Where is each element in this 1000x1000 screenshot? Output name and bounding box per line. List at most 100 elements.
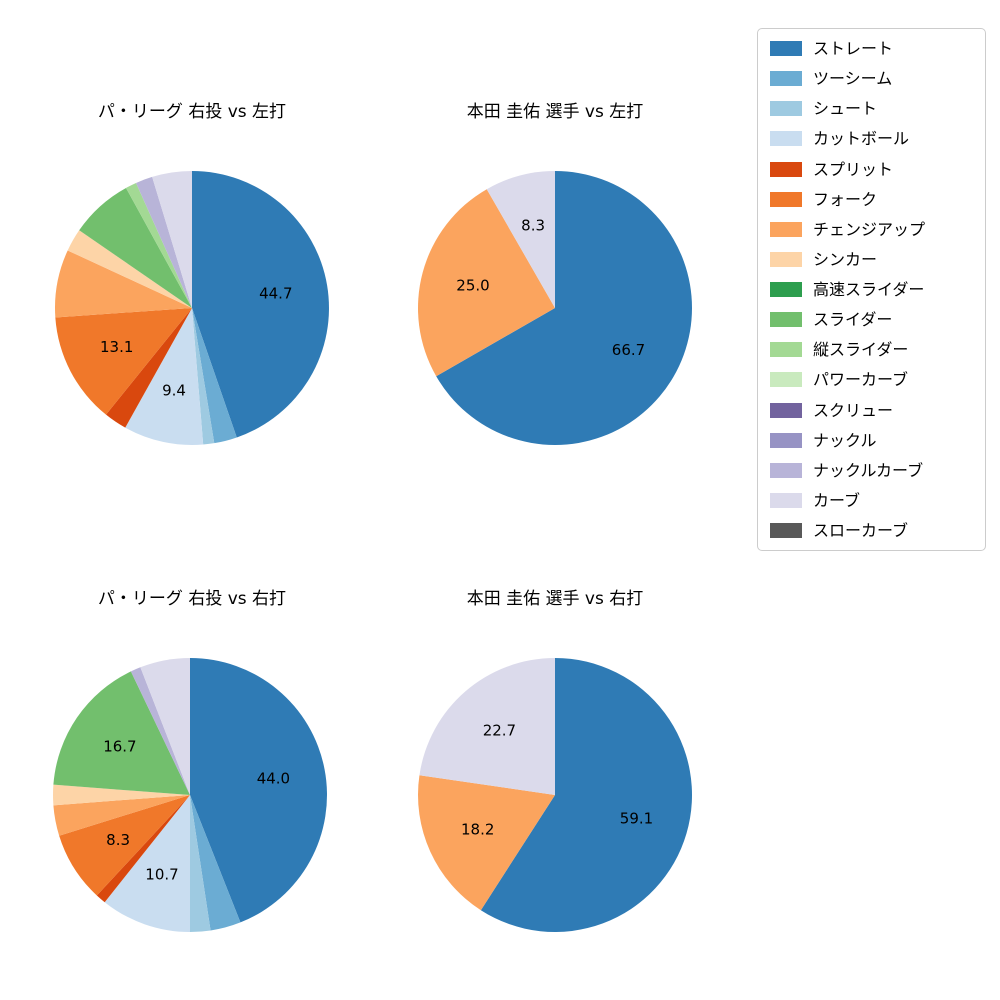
pie-slice xyxy=(67,230,192,308)
slice-percentage-label: 16.7 xyxy=(103,738,136,756)
legend-label: カットボール xyxy=(813,129,910,149)
slice-percentage-label: 66.7 xyxy=(612,341,645,359)
legend-swatch xyxy=(770,432,802,448)
pie-chart-honda-vs-right: 59.1 18.2 22.7 xyxy=(418,658,693,932)
legend-label: チェンジアップ xyxy=(813,219,926,239)
legend-item: 高速スライダー xyxy=(770,281,973,298)
pie-slice xyxy=(140,658,190,795)
legend-item: スプリット xyxy=(770,161,973,178)
legend-label: ナックルカーブ xyxy=(813,460,924,480)
legend-label: スクリュー xyxy=(813,400,894,420)
legend-item: パワーカーブ xyxy=(770,371,973,388)
pie-slice xyxy=(192,308,237,444)
pie-slice xyxy=(190,795,241,931)
pie-slice xyxy=(436,171,692,445)
legend-item: カーブ xyxy=(770,492,973,509)
legend-swatch xyxy=(770,312,802,328)
legend-swatch xyxy=(770,523,802,538)
pie-slice xyxy=(79,187,192,308)
slice-percentage-label: 13.1 xyxy=(100,338,133,356)
slice-percentage-label: 25.0 xyxy=(456,276,489,294)
legend-label: カーブ xyxy=(813,490,861,510)
pie-chart-pa-right-vs-left: 44.7 9.4 13.1 xyxy=(55,171,329,445)
legend-swatch xyxy=(770,131,802,147)
legend-item: スライダー xyxy=(770,311,973,328)
legend-item: シュート xyxy=(770,100,973,117)
legend: ストレートツーシームシュートカットボール スプリットフォークチェンジアップ シンカー… xyxy=(757,28,986,551)
legend-swatch xyxy=(770,41,802,56)
slice-percentage-label: 10.7 xyxy=(145,866,178,884)
chart-title-pa-right-vs-left: パ・リーグ 右投 vs 左打 xyxy=(97,102,287,122)
legend-item: ストレート xyxy=(770,40,973,57)
pie-chart-pa-right-vs-right: 44.0 10.7 8.3 16.7 xyxy=(53,658,327,932)
pie-slice xyxy=(55,308,192,415)
pie-slice xyxy=(419,658,555,795)
pie-slice xyxy=(190,658,327,923)
legend-label: スプリット xyxy=(813,159,894,179)
legend-label: ナックル xyxy=(813,430,877,450)
legend-item: ナックルカーブ xyxy=(770,462,973,479)
pie-slice xyxy=(192,308,215,445)
legend-swatch xyxy=(770,221,802,237)
legend-swatch xyxy=(770,101,802,117)
pie-slice xyxy=(125,308,204,445)
legend-item: チェンジアップ xyxy=(770,221,973,238)
legend-item: シンカー xyxy=(770,251,973,268)
pie-slice xyxy=(53,784,190,806)
pie-slice xyxy=(418,775,555,911)
pie-slice xyxy=(53,795,190,836)
legend-label: シュート xyxy=(813,99,878,119)
legend-label: シンカー xyxy=(813,249,878,269)
legend-item: フォーク xyxy=(770,191,973,208)
legend-swatch xyxy=(770,71,802,87)
slice-percentage-label: 59.1 xyxy=(620,810,653,828)
pie-slice xyxy=(130,667,190,795)
legend-label: フォーク xyxy=(813,189,878,209)
legend-label: スライダー xyxy=(813,310,893,330)
pie-slice xyxy=(55,250,193,318)
legend-item: カットボール xyxy=(770,130,973,147)
legend-item: 縦スライダー xyxy=(770,341,973,358)
legend-label: スローカーブ xyxy=(813,521,909,540)
legend-label: ストレート xyxy=(813,39,894,58)
legend-item: ツーシーム xyxy=(770,70,973,87)
pie-slice xyxy=(126,182,192,308)
legend-label: ツーシーム xyxy=(813,69,893,89)
slice-percentage-label: 9.4 xyxy=(162,382,186,400)
pie-slice xyxy=(59,795,191,896)
pie-slice xyxy=(104,795,190,932)
pie-slice xyxy=(136,176,192,308)
legend-label: 縦スライダー xyxy=(813,340,909,360)
chart-title-honda-vs-left: 本田 圭佑 選手 vs 左打 xyxy=(466,102,644,122)
legend-label: 高速スライダー xyxy=(813,280,925,299)
pie-slice xyxy=(480,658,693,932)
pie-slice xyxy=(190,795,211,932)
pie-slice xyxy=(106,308,192,428)
chart-title-honda-vs-right: 本田 圭佑 選手 vs 右打 xyxy=(466,589,644,609)
pie-slice xyxy=(417,189,555,377)
legend-swatch xyxy=(770,251,802,267)
pie-slice xyxy=(192,171,329,438)
legend-item: スクリュー xyxy=(770,402,973,419)
legend-label: パワーカーブ xyxy=(813,370,909,390)
slice-percentage-label: 18.2 xyxy=(461,821,494,839)
slice-percentage-label: 44.7 xyxy=(259,284,292,302)
legend-swatch xyxy=(770,462,802,478)
legend-swatch xyxy=(770,402,802,418)
legend-item: スローカーブ xyxy=(770,522,973,539)
pie-slice xyxy=(96,795,190,903)
legend-swatch xyxy=(770,282,802,297)
legend-swatch xyxy=(770,372,802,388)
legend-swatch xyxy=(770,342,802,358)
legend-item: ナックル xyxy=(770,432,973,449)
slice-percentage-label: 8.3 xyxy=(521,216,545,234)
chart-title-pa-right-vs-right: パ・リーグ 右投 vs 右打 xyxy=(97,589,287,609)
pie-slice xyxy=(486,171,555,308)
slice-percentage-label: 8.3 xyxy=(106,831,130,849)
legend-swatch xyxy=(770,191,802,207)
slice-percentage-label: 22.7 xyxy=(483,721,516,739)
pie-chart-honda-vs-left: 66.7 25.0 8.3 xyxy=(417,171,692,445)
legend-swatch xyxy=(770,161,802,177)
pie-slice xyxy=(152,171,192,308)
